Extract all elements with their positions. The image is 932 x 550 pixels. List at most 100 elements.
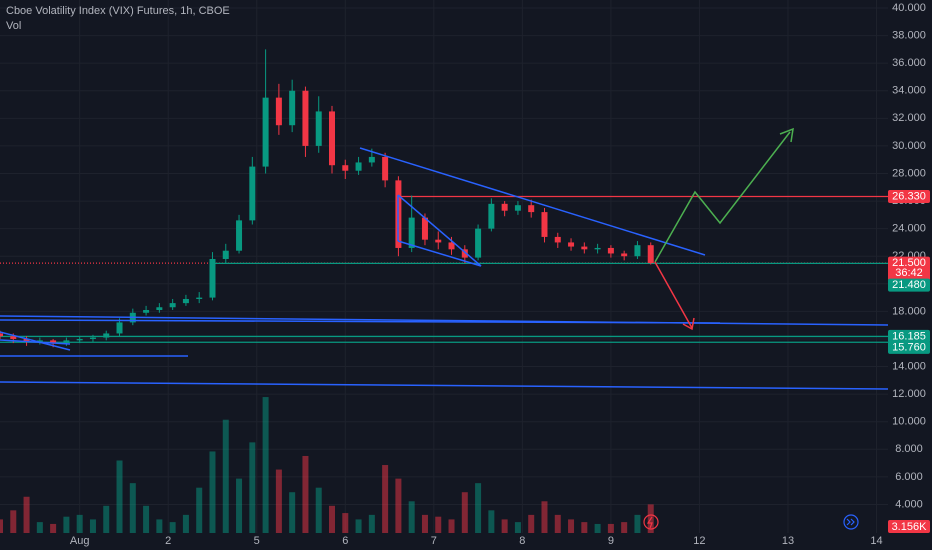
icon-circle	[643, 514, 659, 530]
volume-bar	[76, 514, 83, 533]
volume-bar	[63, 516, 70, 533]
x-tick-label: 14	[870, 535, 882, 547]
x-tick-label: Aug	[70, 535, 90, 547]
candle-body	[541, 212, 548, 237]
volume-bar	[236, 478, 243, 533]
volume-bar	[435, 516, 442, 533]
volume-bar	[275, 469, 282, 533]
volume-tag-label: 3.156K	[892, 521, 928, 533]
candle-body	[0, 333, 3, 337]
icon-arrows	[846, 518, 855, 526]
drawings	[0, 127, 889, 390]
volume-legend: Vol	[6, 20, 21, 32]
trend-line	[359, 147, 706, 256]
volume-bar	[475, 483, 482, 533]
candle-body	[528, 205, 535, 213]
candle-body	[182, 298, 189, 304]
volume-bar	[554, 514, 561, 533]
y-tick-label: 28.000	[892, 167, 926, 179]
candle-body	[514, 205, 521, 211]
candle-body	[488, 203, 495, 229]
volume-bar	[0, 519, 3, 533]
volume-layer	[0, 397, 654, 533]
candle-body	[647, 245, 654, 264]
volume-bar	[488, 510, 495, 533]
volume-bar	[541, 501, 548, 533]
candle-body	[315, 111, 322, 146]
candle-body	[23, 338, 30, 342]
price-tag	[888, 278, 930, 292]
candle-body	[581, 246, 588, 250]
volume-bar	[368, 514, 375, 533]
candle-body	[368, 156, 375, 163]
volume-bar	[607, 523, 614, 533]
price-tag	[888, 340, 930, 354]
y-tick-label: 18.000	[892, 305, 926, 317]
y-tick-label: 32.000	[892, 112, 926, 124]
volume-bar	[289, 492, 296, 533]
candle-body	[342, 165, 349, 171]
candle-body	[36, 340, 43, 342]
trend-line	[397, 194, 482, 267]
volume-bar	[129, 483, 136, 533]
icon-bolt	[646, 516, 653, 529]
volume-bar	[581, 522, 588, 533]
volume-bar	[89, 519, 96, 533]
icon-circle	[843, 514, 859, 530]
volume-bar	[143, 505, 150, 533]
volume-bar	[249, 442, 256, 533]
candle-body	[355, 162, 362, 171]
candle-body	[329, 111, 336, 166]
scroll-to-end[interactable]	[843, 514, 859, 530]
trend-line	[0, 315, 889, 326]
volume-bar	[36, 522, 43, 533]
candle-body	[262, 97, 269, 167]
volume-bar	[355, 519, 362, 533]
y-tick-label: 30.000	[892, 140, 926, 152]
forecast-arrow	[654, 131, 791, 263]
forecast-arrow	[654, 261, 693, 329]
volume-bar	[634, 514, 641, 533]
volume-bar	[169, 522, 176, 533]
candle-body	[50, 340, 57, 344]
volume-bar	[329, 505, 336, 533]
volume-bar	[621, 522, 628, 533]
candle-body	[408, 217, 415, 248]
trend-line	[0, 319, 721, 324]
price-axis: 4.0006.0008.00010.00012.00014.00016.0001…	[70, 0, 932, 550]
candle-body	[76, 338, 83, 341]
y-tick-label: 40.000	[892, 2, 926, 14]
chart-title: Cboe Volatility Index (VIX) Futures, 1h,…	[6, 5, 230, 17]
replay-icon[interactable]	[643, 514, 659, 530]
candle-body	[461, 249, 468, 258]
volume-bar	[408, 501, 415, 533]
volume-bar	[23, 496, 30, 533]
volume-bar	[568, 519, 575, 533]
volume-bar	[103, 505, 110, 533]
y-tick-label: 14.000	[892, 360, 926, 372]
volume-tag	[888, 520, 930, 533]
candle-body	[435, 239, 442, 243]
candle-body	[302, 90, 309, 146]
volume-bar	[594, 523, 601, 533]
candle-body	[607, 247, 614, 254]
volume-bar	[302, 455, 309, 533]
y-tick-label: 34.000	[892, 85, 926, 97]
price-tag	[888, 329, 930, 343]
price-tag-label: 21.480	[892, 279, 926, 291]
volume-bar	[50, 523, 57, 533]
candle-body	[63, 340, 70, 344]
volume-bar	[528, 514, 535, 533]
trend-line	[0, 339, 71, 345]
x-tick-label: 7	[431, 535, 437, 547]
candle-body	[421, 217, 428, 240]
levels-layer	[0, 195, 888, 343]
volume-bar	[448, 519, 455, 533]
volume-bar	[209, 451, 216, 533]
volume-bar	[156, 519, 163, 533]
candle-body	[568, 242, 575, 247]
candle-body	[103, 333, 110, 338]
volume-bar	[342, 513, 349, 533]
arrow-head	[779, 127, 794, 143]
candle-body	[222, 250, 229, 259]
